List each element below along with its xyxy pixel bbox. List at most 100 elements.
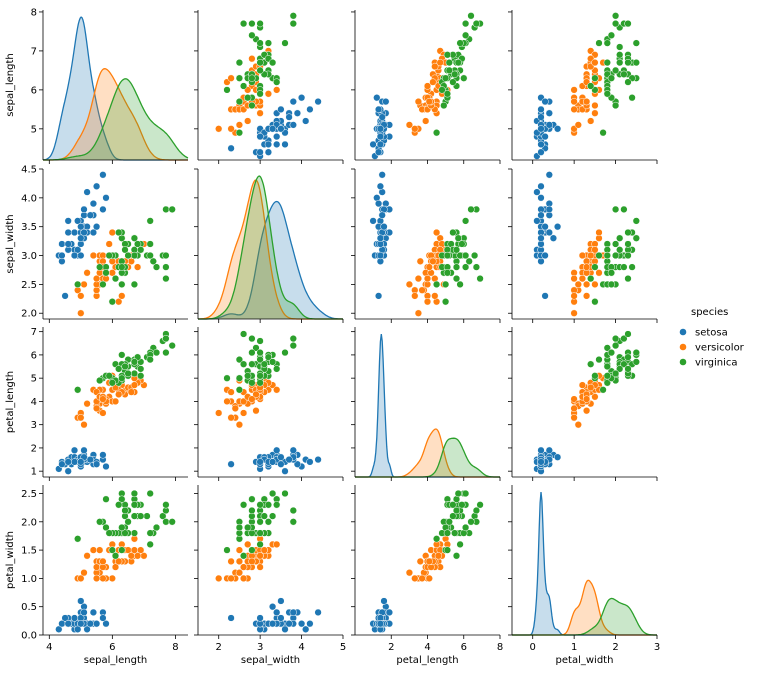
point-setosa-sepal_length-vs-petal_length-22 [369,140,377,149]
point-setosa-sepal_width-vs-sepal_length-38 [58,251,66,260]
legend-label-versicolor: versicolor [695,343,745,354]
point-setosa-petal_width-vs-sepal_width-40 [277,614,285,622]
point-virginica-sepal_length-vs-petal_width-46 [607,74,616,82]
point-virginica-sepal_length-vs-petal_width-35 [624,19,632,28]
panel-petal_length-vs-petal_length [351,327,501,481]
point-setosa-petal_length-vs-sepal_length-22 [64,467,72,475]
point-versicolor-petal_width-vs-sepal_length-12 [108,574,116,583]
point-setosa-sepal_length-vs-petal_width-47 [537,140,545,149]
point-setosa-petal_length-vs-petal_width-44 [545,446,553,454]
point-setosa-petal_length-vs-sepal_length-45 [70,458,79,466]
point-versicolor-sepal_width-vs-petal_length-10 [414,309,423,317]
point-virginica-sepal_width-vs-sepal_length-45 [130,251,139,260]
point-versicolor-sepal_length-vs-petal_length-25 [431,62,439,71]
point-versicolor-sepal_width-vs-petal_width-33 [595,269,603,277]
point-virginica-sepal_width-vs-petal_length-44 [454,234,462,242]
point-setosa-sepal_width-vs-sepal_length-14 [102,194,110,202]
point-setosa-sepal_length-vs-sepal_width-47 [264,140,273,149]
x-tick-label-sepal_length: 6 [109,642,115,653]
point-virginica-petal_length-vs-petal_width-22 [611,334,620,343]
point-virginica-petal_width-vs-sepal_width-43 [264,501,273,509]
point-versicolor-petal_length-vs-petal_width-17 [570,395,578,403]
point-versicolor-petal_width-vs-sepal_width-43 [227,574,235,583]
point-virginica-sepal_length-vs-petal_width-30 [607,31,616,39]
point-setosa-petal_width-vs-sepal_width-37 [281,625,289,633]
point-versicolor-petal_length-vs-sepal_length-9 [83,400,91,408]
x-tick-label-petal_length: 4 [424,642,430,653]
point-virginica-sepal_length-vs-petal_length-31 [467,12,475,20]
point-versicolor-sepal_width-vs-petal_width-36 [591,246,599,254]
point-virginica-petal_length-vs-sepal_width-9 [281,348,289,357]
point-setosa-sepal_length-vs-petal_width-36 [537,105,545,114]
point-setosa-petal_length-vs-sepal_width-33 [306,458,314,466]
point-virginica-sepal_length-vs-petal_length-37 [451,70,459,78]
point-virginica-sepal_width-vs-petal_width-47 [611,251,620,260]
point-virginica-sepal_width-vs-petal_length-22 [472,263,481,271]
point-setosa-sepal_length-vs-sepal_width-24 [273,132,281,141]
y-tick-label-sepal_width: 2.5 [21,280,37,291]
point-setosa-petal_length-vs-sepal_width-15 [314,455,322,464]
point-virginica-petal_width-vs-sepal_width-42 [244,523,252,532]
point-virginica-sepal_length-vs-petal_length-47 [445,66,453,75]
point-virginica-sepal_width-vs-sepal_length-31 [168,205,176,214]
point-virginica-petal_length-vs-sepal_width-8 [235,355,244,364]
point-versicolor-petal_length-vs-sepal_width-42 [239,397,248,406]
point-virginica-sepal_width-vs-petal_length-7 [465,257,473,265]
point-versicolor-sepal_width-vs-petal_length-48 [405,280,414,289]
panel-petal_length-vs-petal_width [508,327,658,481]
y-tick-label-petal_length: 4 [31,397,37,408]
x-tick-label-petal_length: 8 [497,642,503,653]
point-versicolor-petal_width-vs-petal_length-31 [418,574,426,583]
point-virginica-sepal_width-vs-petal_length-49 [443,251,452,260]
point-virginica-petal_width-vs-petal_length-39 [449,512,457,520]
point-virginica-petal_width-vs-petal_length-47 [445,518,453,526]
point-setosa-petal_width-vs-sepal_width-31 [273,608,281,617]
point-virginica-petal_width-vs-sepal_length-6 [74,535,82,543]
point-virginica-petal_width-vs-petal_length-29 [456,540,464,549]
point-setosa-sepal_width-vs-petal_width-14 [537,194,545,202]
point-setosa-sepal_width-vs-petal_width-40 [541,223,549,231]
point-virginica-sepal_length-vs-petal_width-33 [591,74,599,82]
y-tick-label-sepal_length: 6 [31,85,37,96]
point-setosa-petal_length-vs-sepal_length-36 [92,460,101,468]
point-virginica-sepal_width-vs-petal_length-40 [452,246,461,254]
point-virginica-sepal_width-vs-petal_width-14 [628,263,636,271]
kde-area-setosa-petal_width [512,492,657,635]
point-setosa-sepal_width-vs-sepal_length-34 [74,246,82,254]
point-virginica-petal_width-vs-sepal_length-8 [130,529,139,537]
point-virginica-sepal_width-vs-sepal_length-49 [105,251,113,260]
point-versicolor-petal_length-vs-sepal_width-29 [239,409,248,417]
y-tick-label-petal_length: 2 [31,443,37,454]
y-tick-label-petal_length: 5 [31,374,37,385]
point-setosa-sepal_width-vs-sepal_length-18 [99,205,107,214]
point-versicolor-sepal_length-vs-sepal_width-37 [227,74,235,82]
point-setosa-sepal_length-vs-petal_length-47 [376,140,385,149]
point-virginica-sepal_length-vs-petal_width-44 [632,58,640,67]
point-virginica-petal_length-vs-sepal_width-43 [264,353,273,361]
point-setosa-sepal_width-vs-sepal_length-46 [80,205,88,214]
point-setosa-sepal_length-vs-sepal_width-48 [285,113,293,121]
point-virginica-sepal_length-vs-petal_width-25 [603,39,611,47]
x-tick-label-sepal_width: 4 [298,642,304,653]
point-versicolor-sepal_width-vs-petal_width-43 [570,292,578,300]
point-virginica-sepal_width-vs-petal_width-31 [611,205,620,214]
y-tick-label-petal_width: 0.5 [21,602,37,613]
point-versicolor-petal_width-vs-sepal_length-48 [80,569,88,577]
y-axis-label-petal_length: petal_length [5,371,16,433]
point-virginica-petal_length-vs-petal_width-33 [591,372,599,380]
point-virginica-petal_length-vs-sepal_length-30 [152,348,161,357]
point-virginica-sepal_width-vs-petal_width-24 [616,234,624,242]
point-setosa-sepal_width-vs-sepal_length-48 [86,211,94,219]
point-versicolor-petal_length-vs-sepal_width-49 [248,395,256,403]
point-setosa-sepal_width-vs-sepal_length-42 [58,240,66,248]
point-virginica-petal_width-vs-sepal_width-48 [273,501,281,509]
point-versicolor-sepal_length-vs-petal_width-36 [591,58,599,67]
point-versicolor-sepal_length-vs-petal_width-34 [591,109,599,117]
point-virginica-sepal_width-vs-petal_width-39 [616,246,624,254]
point-setosa-petal_length-vs-sepal_width-43 [277,453,285,461]
point-virginica-petal_length-vs-sepal_width-19 [223,374,231,382]
point-versicolor-petal_width-vs-sepal_width-22 [235,546,244,554]
point-setosa-sepal_length-vs-sepal_width-41 [227,144,235,152]
x-axis-label-petal_length: petal_length [396,655,458,666]
